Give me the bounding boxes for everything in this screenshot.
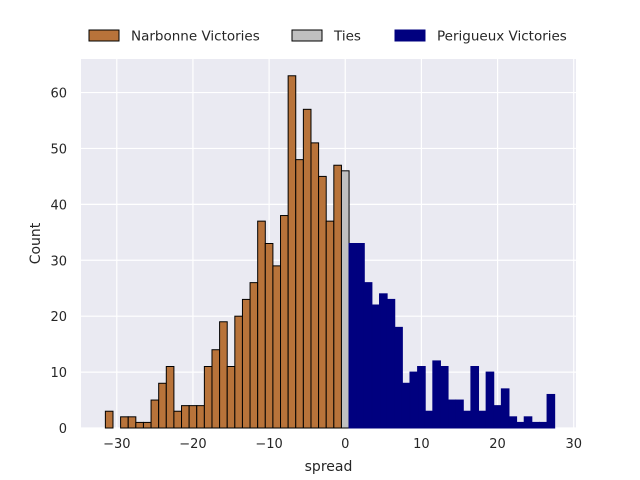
histogram-bar: [340, 170, 350, 429]
histogram-bar: [462, 410, 472, 429]
y-tick-label: 60: [50, 87, 67, 102]
histogram-bar: [272, 265, 282, 429]
histogram-bar: [478, 410, 487, 429]
histogram-bar: [409, 371, 419, 429]
legend-swatch: [88, 29, 120, 42]
x-tick-label: 10: [413, 437, 430, 452]
y-tick-label: 0: [59, 422, 67, 437]
x-tick-labels: −30 −20 −10 0 10 20 30: [103, 437, 582, 452]
y-tick-labels: 0 10 20 30 40 50 60: [50, 87, 67, 437]
y-tick-label: 20: [50, 310, 67, 325]
histogram-bar: [318, 175, 327, 429]
histogram-bar: [120, 416, 129, 429]
histogram-bar: [219, 321, 228, 429]
histogram-bar: [310, 142, 320, 429]
x-tick-label: −10: [255, 437, 282, 452]
histogram-bar: [363, 282, 373, 429]
histogram-bar: [241, 298, 251, 429]
x-tick-label: 20: [489, 437, 506, 452]
histogram-bar: [196, 405, 205, 429]
legend: Narbonne Victories Ties Perigueux Victorie…: [88, 29, 567, 45]
histogram-bar: [394, 326, 403, 429]
histogram-bar: [165, 366, 175, 429]
y-axis-label: Count: [28, 222, 44, 264]
histogram-bar: [104, 410, 114, 429]
y-tick-label: 40: [50, 198, 67, 213]
y-tick-label: 50: [50, 142, 67, 157]
legend-label: Ties: [333, 29, 361, 45]
histogram-bar: [439, 366, 449, 429]
histogram-bar: [417, 366, 426, 429]
histogram-bar: [546, 393, 556, 429]
histogram-bar: [447, 399, 457, 429]
histogram-bar: [158, 382, 167, 429]
histogram-bar: [181, 405, 190, 429]
x-tick-label: −20: [179, 437, 206, 452]
x-tick-label: 0: [341, 437, 349, 452]
histogram-bar: [226, 366, 236, 429]
histogram-bar: [135, 421, 144, 429]
legend-swatch: [291, 29, 323, 42]
histogram-bar: [142, 421, 152, 429]
histogram-bar: [264, 243, 274, 429]
bars: [104, 75, 556, 429]
histogram-bar: [485, 371, 495, 429]
histogram-bar: [455, 399, 464, 429]
histogram-bar: [249, 282, 259, 429]
histogram-bar: [386, 298, 396, 429]
histogram-bar: [508, 416, 518, 429]
histogram-bar: [531, 421, 540, 429]
histogram-bar: [493, 405, 502, 429]
histogram-bar: [302, 108, 312, 429]
histogram-bar: [150, 399, 160, 429]
histogram-bar: [188, 405, 198, 429]
y-tick-label: 30: [50, 254, 67, 269]
histogram-bar: [424, 410, 434, 429]
histogram-bar: [203, 366, 213, 429]
histogram-bar: [516, 421, 525, 429]
histogram-bar: [379, 293, 388, 429]
histogram-bar: [356, 243, 365, 429]
histogram-bar: [333, 164, 342, 429]
histogram-bar: [173, 410, 183, 429]
x-tick-label: 30: [565, 437, 582, 452]
legend-swatch: [394, 29, 426, 42]
histogram-bar: [401, 382, 411, 429]
histogram-bar: [234, 315, 243, 429]
histogram-bar: [280, 215, 289, 429]
histogram-bar: [325, 220, 335, 429]
histogram-bar: [295, 159, 304, 429]
histogram-bar: [470, 366, 480, 429]
histogram-bar: [432, 360, 441, 429]
histogram-bar: [523, 416, 533, 429]
histogram-bar: [371, 304, 381, 429]
x-tick-label: −30: [103, 437, 130, 452]
histogram-bar: [287, 75, 297, 429]
histogram-bar: [211, 349, 221, 429]
histogram-bar: [500, 388, 510, 429]
histogram-bar: [257, 220, 266, 429]
histogram-bar: [538, 421, 548, 429]
legend-label: Narbonne Victories: [131, 29, 260, 45]
legend-label: Perigueux Victories: [437, 29, 567, 45]
x-axis-label: spread: [305, 459, 353, 475]
histogram-bar: [127, 416, 137, 429]
y-tick-label: 10: [50, 366, 67, 381]
histogram-bar: [348, 243, 358, 429]
